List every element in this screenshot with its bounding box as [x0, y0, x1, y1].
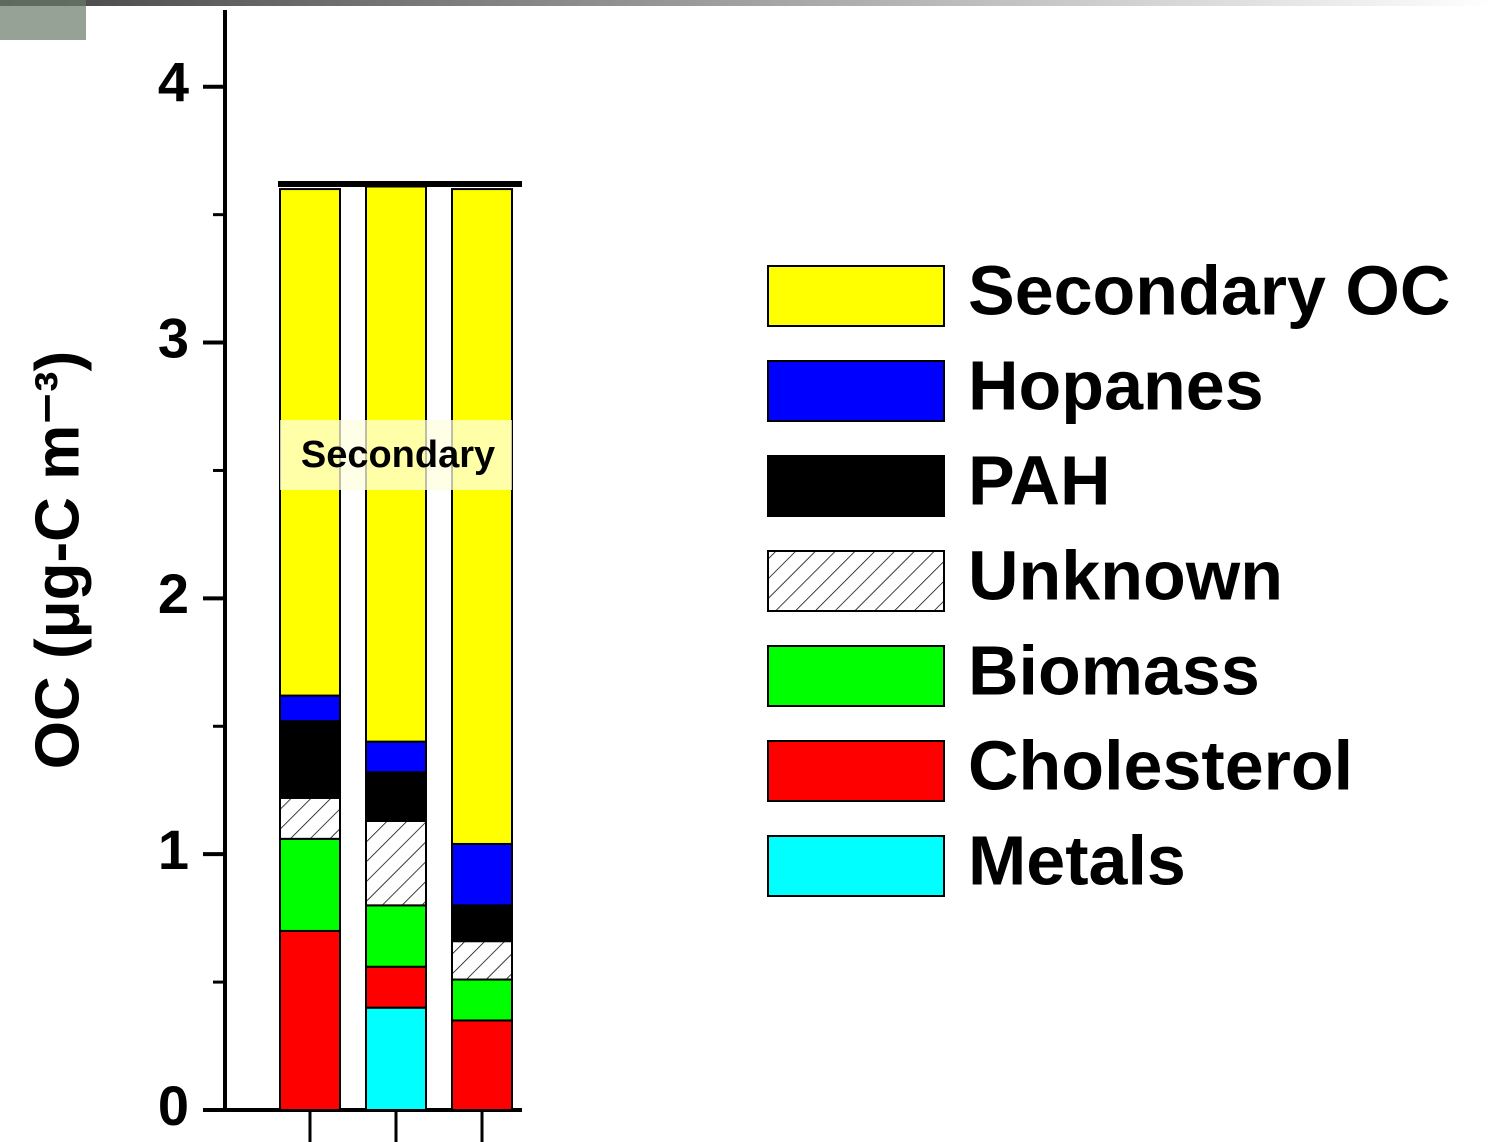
bar-segment — [451, 842, 513, 907]
legend-label: Cholesterol — [968, 726, 1353, 804]
legend-swatch — [767, 645, 945, 707]
bar-segment — [451, 1019, 513, 1111]
bar-segment — [365, 904, 427, 968]
y-tick-label: 2 — [158, 562, 189, 625]
corner-thumbnail — [0, 0, 86, 40]
legend-label: Biomass — [968, 631, 1260, 709]
y-tick-label: 4 — [158, 51, 189, 114]
bar-segment — [451, 904, 513, 943]
legend-swatch — [767, 455, 945, 517]
y-tick-label: 3 — [158, 306, 189, 369]
top-bar — [0, 0, 1493, 6]
legend-swatch — [767, 550, 945, 612]
bar-segment — [365, 1006, 427, 1112]
legend-swatch — [767, 740, 945, 802]
legend-swatch — [767, 265, 945, 327]
legend-label: Metals — [968, 821, 1186, 899]
bar-segment — [279, 837, 341, 932]
bar-segment — [279, 796, 341, 840]
legend-label: Unknown — [968, 536, 1283, 614]
legend-label: Secondary OC — [968, 251, 1450, 329]
y-axis-title: OC (μg-C m⁻³) — [23, 351, 92, 769]
y-tick-label: 1 — [158, 818, 189, 881]
bar-segment — [279, 694, 341, 723]
bar-segment — [279, 929, 341, 1111]
legend-swatch — [767, 360, 945, 422]
bar-segment — [365, 965, 427, 1009]
bar-segment — [451, 978, 513, 1022]
legend-swatch — [767, 835, 945, 897]
legend-label: PAH — [968, 441, 1111, 519]
bar-segment — [279, 720, 341, 799]
bar-segment — [451, 940, 513, 981]
annotation-box — [280, 420, 512, 490]
bar-segment — [365, 740, 427, 774]
legend-label: Hopanes — [968, 346, 1264, 424]
bar-segment — [451, 188, 513, 845]
annotation: Secondary — [301, 434, 495, 476]
bar-segment — [365, 771, 427, 822]
y-tick-label: 0 — [158, 1074, 189, 1137]
bar-segment — [365, 819, 427, 907]
